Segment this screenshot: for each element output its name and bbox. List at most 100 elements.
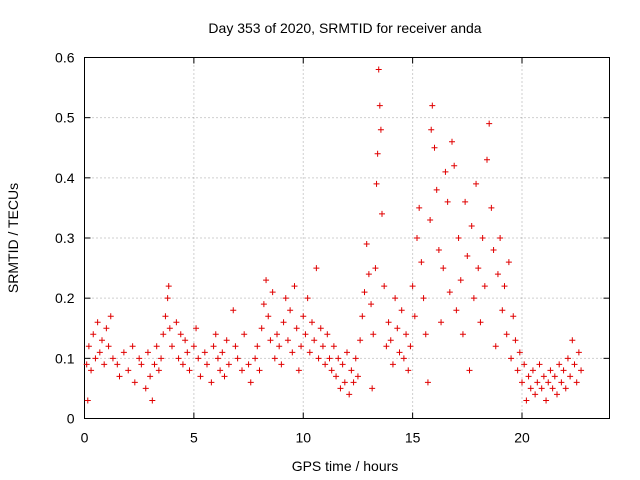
data-point (383, 343, 390, 350)
data-point (534, 379, 541, 386)
data-point (302, 331, 309, 338)
data-point (556, 361, 563, 368)
x-tick-label: 20 (514, 430, 530, 446)
data-point (523, 397, 530, 404)
data-point (567, 373, 574, 380)
data-point (195, 355, 202, 362)
data-point (326, 355, 333, 362)
data-point (418, 259, 425, 266)
data-point (107, 313, 114, 320)
data-point (494, 271, 501, 278)
data-point (280, 319, 287, 326)
data-point (525, 373, 532, 380)
data-point (190, 343, 197, 350)
data-point (551, 373, 558, 380)
data-point (289, 349, 296, 356)
data-point (341, 379, 348, 386)
data-point (429, 102, 436, 109)
data-point (105, 343, 112, 350)
data-point (315, 355, 322, 362)
data-point (376, 102, 383, 109)
data-point (160, 331, 167, 338)
data-point (182, 337, 189, 344)
data-point (94, 319, 101, 326)
data-point (165, 283, 172, 290)
data-point (560, 367, 567, 374)
data-point (291, 283, 298, 290)
data-point (468, 222, 475, 229)
data-point (155, 367, 162, 374)
data-point (369, 385, 376, 392)
y-tick-label: 0.6 (55, 50, 75, 66)
data-point (501, 283, 508, 290)
data-point (381, 283, 388, 290)
data-point (263, 277, 270, 284)
data-point (271, 355, 278, 362)
data-point (212, 331, 219, 338)
data-point (538, 385, 545, 392)
data-point (164, 295, 171, 302)
data-point (204, 361, 210, 368)
data-point (333, 373, 340, 380)
data-point (83, 361, 90, 368)
data-point (405, 367, 412, 374)
data-point (394, 325, 401, 332)
data-point (120, 349, 127, 356)
data-point (532, 391, 539, 398)
data-point (374, 150, 381, 157)
data-point (234, 355, 241, 362)
data-point (503, 331, 510, 338)
data-point (372, 265, 379, 272)
data-point (497, 235, 504, 241)
x-tick-label: 5 (190, 430, 198, 446)
data-point (427, 216, 434, 223)
data-point (142, 385, 149, 392)
data-point (457, 277, 464, 284)
data-point (287, 307, 294, 314)
data-point (519, 379, 525, 386)
data-point (398, 307, 405, 314)
data-point (99, 337, 105, 344)
data-point (379, 210, 385, 217)
data-point (337, 385, 344, 392)
data-point (186, 367, 193, 374)
data-point (274, 331, 280, 338)
data-point (267, 337, 274, 344)
data-point (311, 337, 318, 344)
data-point (545, 379, 552, 386)
data-point (516, 349, 523, 356)
data-point (201, 349, 208, 356)
data-point (363, 241, 370, 248)
data-point (173, 319, 180, 326)
data-point (357, 337, 364, 344)
data-point (324, 331, 331, 338)
data-point (370, 331, 377, 338)
data-point (85, 343, 92, 350)
data-point (392, 295, 399, 302)
data-point (339, 361, 346, 368)
data-point (346, 391, 353, 398)
data-point (375, 66, 382, 73)
data-point (208, 379, 215, 386)
data-point (254, 343, 261, 350)
data-point (175, 355, 182, 362)
data-point (265, 313, 272, 320)
data-point (153, 343, 160, 350)
data-point (455, 235, 462, 241)
data-point (387, 337, 394, 344)
data-point (449, 138, 455, 145)
data-point (442, 168, 449, 175)
data-point (481, 283, 488, 290)
x-tick-label: 10 (295, 430, 311, 446)
y-tick-label: 0.2 (55, 290, 75, 306)
data-point (573, 379, 580, 386)
data-point (214, 355, 221, 362)
data-point (300, 313, 307, 320)
data-point (403, 331, 410, 338)
data-point (558, 379, 565, 386)
grid-lines (84, 57, 610, 419)
tick-labels: 0 0.1 0.2 0.3 0.4 0.5 0.6 0 5 10 15 20 (55, 50, 530, 446)
data-point (477, 319, 484, 326)
data-point (322, 361, 329, 368)
